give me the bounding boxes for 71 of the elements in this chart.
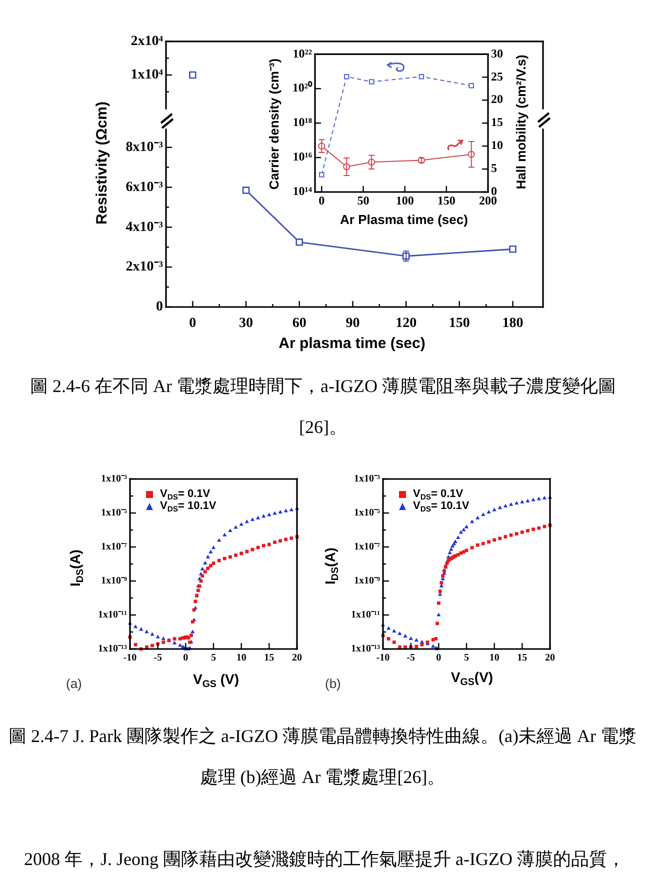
y2-axis-title: Hall mobility (cm²/V.s) xyxy=(514,54,530,190)
x-tick-label: 150 xyxy=(437,193,456,208)
y-tick-label: 1x10⁻³ xyxy=(354,474,380,485)
y-tick-label: 1x10⁻⁹ xyxy=(354,576,380,587)
y-tick-label: 10¹⁴ xyxy=(292,184,312,198)
x-tick-label: 180 xyxy=(502,316,524,332)
text: (a) xyxy=(66,676,82,691)
x-tick-label: 0 xyxy=(318,193,325,208)
x-tick-label: 15 xyxy=(517,652,528,664)
y2-tick-label: 10 xyxy=(491,138,503,152)
x-tick-label: -5 xyxy=(154,652,162,664)
x-axis-title: V$_{GS}$(V) xyxy=(450,669,494,688)
x-axis-title: Ar Plasma time (sec) xyxy=(340,212,468,228)
y-tick-label: 6x10⁻³ xyxy=(126,180,163,195)
y2-tick-label: 5 xyxy=(491,161,497,176)
x-tick-label: 0 xyxy=(183,652,188,664)
y-tick-label: 10²⁰ xyxy=(292,80,313,95)
x-tick-label: 5 xyxy=(464,652,469,664)
y-tick-label: 1x10⁻⁹ xyxy=(101,576,127,587)
y2-tick-label: 15 xyxy=(491,115,503,130)
text: (b) xyxy=(325,676,341,691)
x-tick-label: 20 xyxy=(545,652,555,664)
text: 2008 年，J. Jeong 團隊藉由改變濺鍍時的工作氣壓提升 a-IGZO 薄膜的品質， xyxy=(24,848,625,870)
x-tick-label: 5 xyxy=(211,652,216,664)
legend-label: V$_{DS}$= 10.1V xyxy=(413,500,470,514)
x-tick-label: 0 xyxy=(436,652,442,664)
x-tick-label: 30 xyxy=(239,316,254,332)
x-tick-label: 10 xyxy=(236,652,246,664)
caption: 圖 2.4-7 J. Park 團隊製作之 a-IGZO 薄膜電晶體轉換特性曲線。(a)未經過 Ar 電漿處理 (b)經過 Ar 電漿處理[26]。 xyxy=(8,725,638,789)
legend-label: V$_{DS}$= 0.1V xyxy=(160,488,210,502)
y-tick-label: 0 xyxy=(156,300,163,315)
y-tick-label: 2x10⁴ xyxy=(130,34,164,50)
y-tick-label: 1x10⁻¹¹ xyxy=(351,610,380,621)
x-tick-label: 90 xyxy=(346,316,360,332)
y2-tick-label: 20 xyxy=(491,92,503,106)
x-tick-label: 15 xyxy=(264,652,274,664)
y-tick-label: 1x10⁻⁷ xyxy=(101,542,127,553)
y-tick-label: 1x10⁴ xyxy=(130,68,164,83)
legend-label: V$_{DS}$= 10.1V xyxy=(160,500,216,514)
y-tick-label: 1x10⁻⁵ xyxy=(101,508,127,519)
y-tick-label: 1x10⁻⁷ xyxy=(354,542,380,553)
x-tick-label: -5 xyxy=(406,652,416,664)
y-tick-label: 1x10⁻¹¹ xyxy=(98,610,127,621)
x-axis-title: Ar plasma time (sec) xyxy=(278,335,426,352)
caption: 圖 2.4-6 在不同 Ar 電漿處理時間下，a-IGZO 薄膜電阻率與載子濃度變化圖 [26]。 xyxy=(29,375,617,439)
x-tick-label: 20 xyxy=(292,652,302,664)
y-tick-label: 4x10⁻³ xyxy=(126,220,163,235)
y2-tick-label: 30 xyxy=(491,46,503,60)
x-tick-label: 100 xyxy=(396,193,414,208)
x-axis-title: V$_{GS}$ (V) xyxy=(192,671,240,690)
y-tick-label: 10²² xyxy=(292,46,312,60)
x-tick-label: 50 xyxy=(357,193,370,208)
x-tick-label: 60 xyxy=(292,316,306,332)
x-tick-label: 150 xyxy=(448,316,470,332)
x-tick-label: 120 xyxy=(396,316,417,332)
y-tick-label: 10¹⁸ xyxy=(292,115,312,130)
y-tick-label: 1x10⁻¹³ xyxy=(351,644,380,655)
y-tick-label: 8x10⁻³ xyxy=(126,140,163,155)
y-axis-title: Carrier density (cm⁻³) xyxy=(266,58,282,190)
x-tick-label: 0 xyxy=(189,316,196,332)
y-tick-label: 1x10⁻¹³ xyxy=(98,644,127,655)
y-tick-label: 2x10⁻³ xyxy=(126,260,163,275)
y-tick-label: 1x10⁻³ xyxy=(101,474,127,485)
x-tick-label: -10 xyxy=(123,652,137,664)
legend-label: V$_{DS}$= 0.1V xyxy=(413,488,464,502)
x-tick-label: 10 xyxy=(489,652,500,664)
y-tick-label: 10¹⁶ xyxy=(292,150,312,164)
y-axis-title: Resistivity (Ωcm) xyxy=(93,102,111,224)
x-tick-label: -10 xyxy=(376,652,390,664)
y-tick-label: 1x10⁻⁵ xyxy=(354,508,380,519)
y2-tick-label: 25 xyxy=(491,69,503,84)
